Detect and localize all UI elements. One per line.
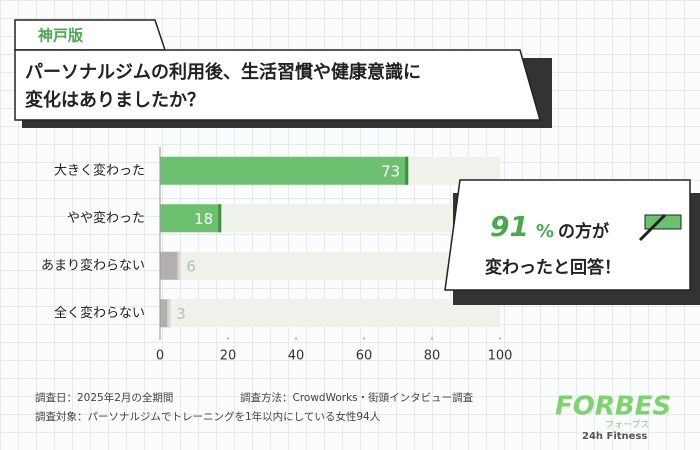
bar-end <box>405 156 409 185</box>
value-label: 6 <box>186 257 196 275</box>
callout-box <box>444 179 691 291</box>
value-label: 18 <box>194 210 213 228</box>
x-tick-label: 60 <box>356 349 373 364</box>
note: 調査対象：パーソナルジムでトレーニングを1年以内にしている女性94人 <box>35 410 381 423</box>
logo-sub: 24h Fitness <box>582 431 647 442</box>
callout-text: の方が <box>558 221 609 242</box>
tag: 神戸版 <box>38 27 83 45</box>
bar <box>160 204 222 233</box>
value-label: 73 <box>381 162 400 180</box>
y-tick-label: 全く変わらない <box>54 305 145 321</box>
note: 調査方法：CrowdWorks・街頭インタビュー調査 <box>240 391 474 404</box>
x-tick-label: 0 <box>156 349 164 364</box>
pencil-icon <box>638 213 682 242</box>
bar <box>160 299 171 328</box>
title-box <box>14 49 541 121</box>
callout-text: 変わったと回答！ <box>485 257 621 278</box>
bar-track <box>160 251 500 280</box>
title-line: パーソナルジムの利用後、生活習慣や健康意識に <box>25 61 421 83</box>
note: 調査日：2025年2月の全期間 <box>35 391 173 404</box>
y-tick-label: あまり変わらない <box>41 257 145 273</box>
bar-track <box>160 299 500 328</box>
bar <box>160 251 181 280</box>
x-tick-label: 20 <box>220 349 237 364</box>
x-tick-label: 100 <box>488 349 513 364</box>
value-label: 3 <box>176 305 186 323</box>
y-tick-label: やや変わった <box>67 210 145 226</box>
y-tick-label: 大きく変わった <box>54 162 145 178</box>
logo-kana: フォーブス <box>605 419 649 431</box>
callout-unit: % <box>536 221 554 242</box>
logo-main: FORBES <box>555 392 671 422</box>
x-tick-label: 40 <box>288 349 305 364</box>
title-line: 変化はありましたか？ <box>25 89 205 111</box>
callout-number: 91 <box>490 210 529 243</box>
bar-end <box>218 204 222 233</box>
x-tick-label: 80 <box>424 349 441 364</box>
bar-end <box>167 299 171 328</box>
bar <box>160 156 409 185</box>
bar-end <box>177 251 181 280</box>
